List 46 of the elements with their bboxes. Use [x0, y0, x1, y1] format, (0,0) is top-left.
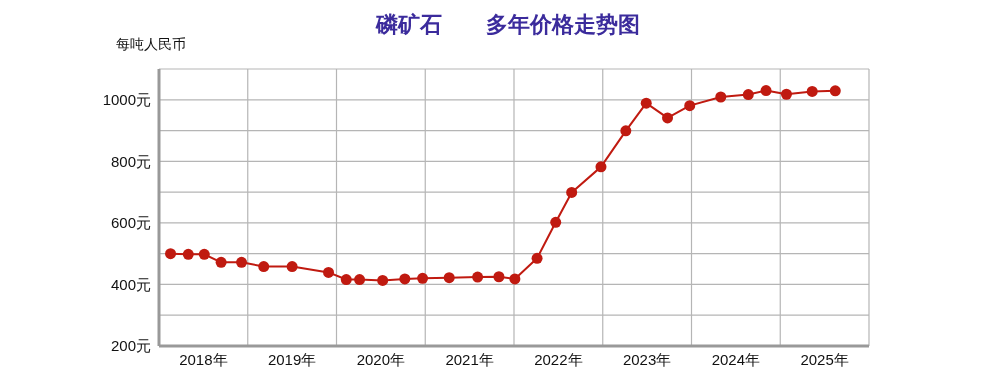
x-tick-label: 2025年: [800, 350, 849, 368]
y-tick-label: 600元: [110, 214, 151, 232]
point: [662, 112, 674, 124]
point: [417, 272, 429, 284]
point: [715, 91, 727, 103]
point: [472, 271, 484, 283]
point: [620, 125, 632, 137]
point: [566, 186, 578, 198]
point: [354, 274, 366, 286]
point: [340, 274, 352, 286]
chart-title: 磷矿石 多年价格走势图: [376, 12, 640, 37]
x-tick-label: 2021年: [445, 350, 494, 368]
y-tick-label: 1000元: [102, 91, 151, 109]
point: [550, 216, 562, 228]
x-tick-label: 2023年: [622, 350, 672, 368]
point: [323, 266, 335, 278]
x-tick-label: 2024年: [711, 350, 761, 368]
point: [182, 248, 194, 260]
point: [236, 256, 248, 268]
point: [806, 85, 818, 97]
x-tick-label: 2018年: [179, 350, 228, 368]
point: [640, 97, 652, 109]
point: [286, 261, 298, 273]
point: [165, 248, 177, 260]
point: [780, 88, 792, 100]
point: [493, 271, 505, 283]
y-tick-label: 400元: [110, 275, 151, 293]
y-axis-title: 每吨人民币: [116, 36, 186, 54]
point: [399, 273, 411, 285]
x-tick-label: 2020年: [356, 350, 406, 368]
point: [829, 85, 841, 97]
y-tick-label: 200元: [110, 337, 151, 355]
point: [509, 273, 521, 285]
x-tick-label: 2022年: [534, 350, 583, 368]
y-tick-label: 800元: [110, 152, 151, 170]
point: [684, 100, 696, 112]
x-tick-label: 2019年: [267, 350, 317, 368]
point: [742, 89, 754, 101]
point: [443, 272, 455, 284]
point: [595, 161, 607, 173]
point: [215, 256, 227, 268]
point: [258, 261, 270, 273]
point: [531, 252, 543, 264]
point: [377, 274, 389, 286]
point: [198, 248, 210, 260]
point: [760, 85, 772, 97]
